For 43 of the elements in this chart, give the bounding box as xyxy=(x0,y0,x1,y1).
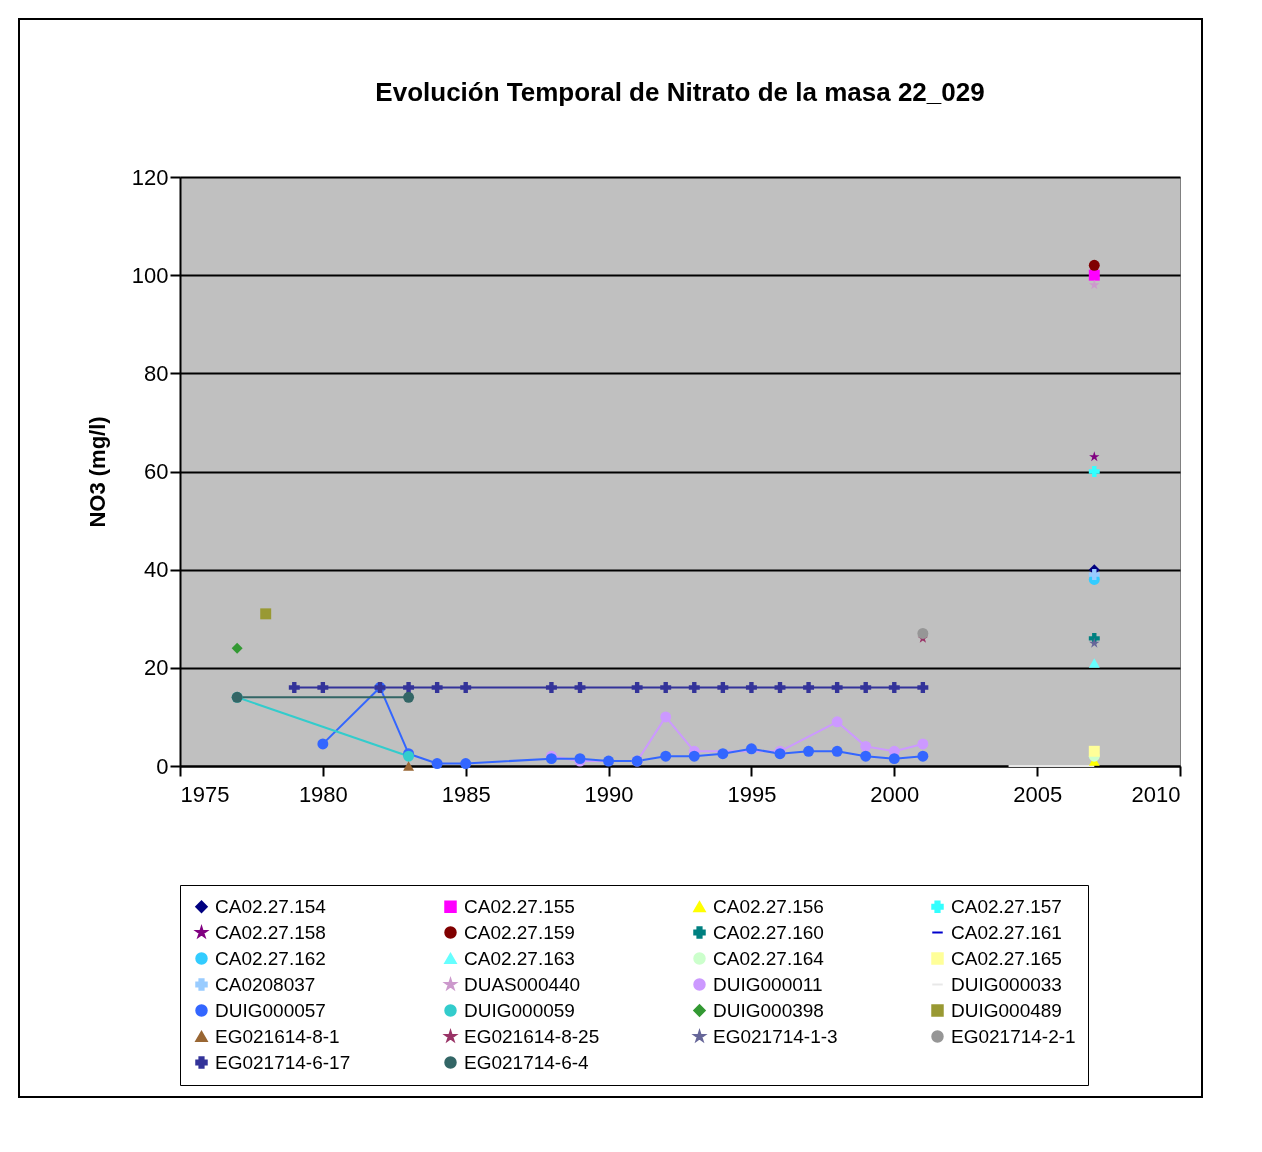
legend-label: EG021714-1-3 xyxy=(713,1025,838,1047)
legend-label: EG021714-2-1 xyxy=(951,1025,1076,1047)
chart-title: Evolución Temporal de Nitrato de la masa 22_029 xyxy=(375,77,985,107)
legend-label: DUIG000398 xyxy=(713,999,824,1021)
x-tick-label: 2010 xyxy=(1131,781,1181,807)
y-tick-label: 60 xyxy=(144,459,169,484)
legend-label: DUAS000440 xyxy=(464,973,581,995)
x-tick-label: 2000 xyxy=(870,781,920,807)
legend-label: EG021714-6-17 xyxy=(215,1051,351,1073)
legend-label: CA02.27.154 xyxy=(215,895,327,917)
legend-label: DUIG000033 xyxy=(951,973,1062,995)
y-axis-title: NO3 (mg/l) xyxy=(84,416,110,528)
legend-label: CA02.27.159 xyxy=(464,921,575,943)
legend-label: DUIG000489 xyxy=(951,999,1062,1021)
legend-label: CA02.27.164 xyxy=(713,947,825,969)
y-tick-label: 120 xyxy=(131,164,169,190)
legend-label: CA02.27.158 xyxy=(215,921,326,943)
legend-label: EG021714-6-4 xyxy=(464,1051,590,1073)
legend-label: CA02.27.163 xyxy=(464,947,575,969)
legend-label: CA02.27.165 xyxy=(951,947,1062,969)
x-tick-label: 1990 xyxy=(584,781,634,807)
x-tick-label: 2005 xyxy=(1013,781,1063,807)
legend-label: CA02.27.156 xyxy=(713,895,824,917)
y-tick-label: 40 xyxy=(144,557,169,583)
legend-label: CA02.27.162 xyxy=(215,947,326,969)
legend-label: DUIG000011 xyxy=(713,973,823,995)
x-tick-label: 1975 xyxy=(180,781,230,807)
x-tick-label: 1995 xyxy=(727,781,777,807)
legend-label: CA02.27.160 xyxy=(713,921,824,943)
y-tick-label: 100 xyxy=(131,262,169,288)
x-tick-label: 1985 xyxy=(441,781,491,807)
legend-label: EG021614-8-1 xyxy=(215,1025,340,1047)
legend-label: DUIG000057 xyxy=(215,999,326,1021)
legend-label: DUIG000059 xyxy=(464,999,575,1021)
legend-label: CA02.27.157 xyxy=(951,895,1062,917)
legend-label: CA0208037 xyxy=(215,973,316,995)
legend-label: EG021614-8-25 xyxy=(464,1025,600,1047)
x-tick-label: 1980 xyxy=(298,781,348,807)
y-tick-label: 20 xyxy=(144,655,169,681)
y-tick-label: 80 xyxy=(144,360,169,386)
legend-label: CA02.27.161 xyxy=(951,921,1062,943)
y-tick-label: 0 xyxy=(156,753,169,779)
legend-label: CA02.27.155 xyxy=(464,895,575,917)
